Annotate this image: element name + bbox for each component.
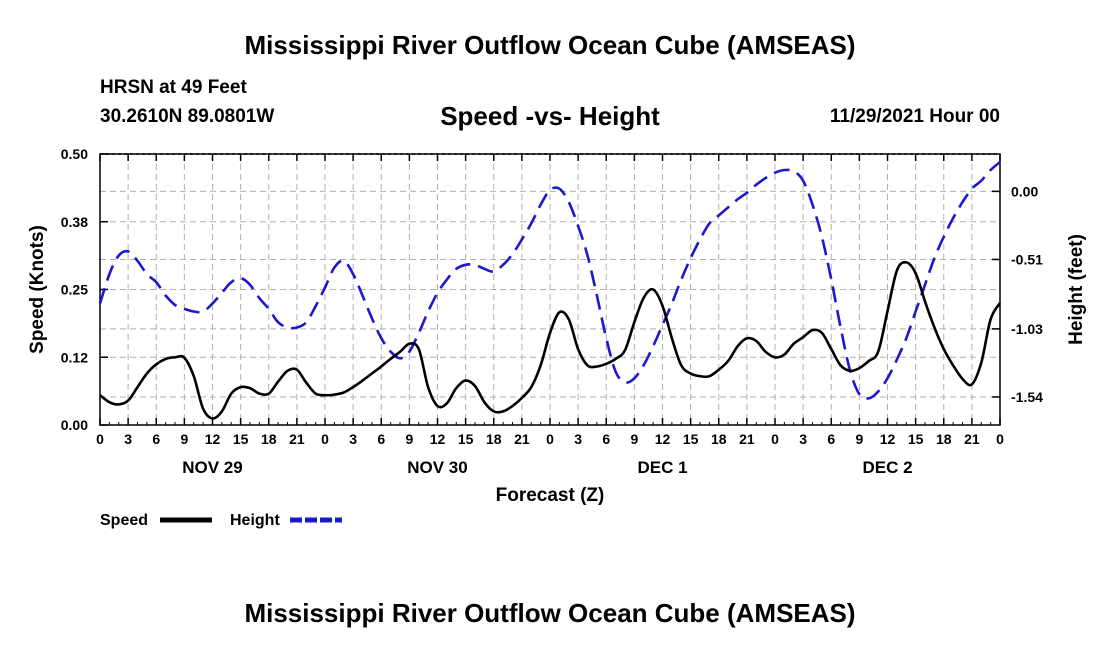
y-tick-label: 0.38 (61, 214, 88, 230)
x-tick-label: 18 (261, 431, 277, 447)
x-tick-label: 18 (486, 431, 502, 447)
x-day-label: DEC 1 (637, 458, 687, 477)
x-day-label: NOV 30 (407, 458, 467, 477)
station-label: HRSN at 49 Feet (100, 77, 247, 98)
x-tick-label: 6 (152, 431, 160, 447)
x-tick-label: 9 (405, 431, 413, 447)
x-tick-label: 21 (964, 431, 980, 447)
y-tick-label: 0.12 (61, 349, 88, 365)
x-tick-label: 3 (349, 431, 357, 447)
x-tick-label: 12 (205, 431, 221, 447)
x-tick-label: 15 (683, 431, 699, 447)
y-tick-label: 0.50 (61, 146, 88, 162)
x-day-label: NOV 29 (182, 458, 242, 477)
chart-main-title: Mississippi River Outflow Ocean Cube (AM… (244, 30, 856, 60)
y-right-tick-label: -0.51 (1011, 251, 1043, 267)
x-tick-label: 21 (289, 431, 305, 447)
x-tick-label: 0 (96, 431, 104, 447)
x-tick-label: 18 (711, 431, 727, 447)
y-axis-title: Speed (Knots) (27, 225, 48, 354)
y-right-tick-label: -1.03 (1011, 321, 1043, 337)
x-tick-label: 3 (574, 431, 582, 447)
x-tick-label: 9 (855, 431, 863, 447)
x-tick-label: 9 (180, 431, 188, 447)
x-day-label: DEC 2 (862, 458, 912, 477)
x-tick-label: 3 (124, 431, 132, 447)
x-tick-label: 0 (546, 431, 554, 447)
station-coordinates: 30.2610N 89.0801W (100, 106, 275, 127)
x-tick-label: 6 (827, 431, 835, 447)
x-tick-label: 6 (602, 431, 610, 447)
y-tick-label: 0.25 (61, 282, 88, 298)
x-tick-label: 21 (514, 431, 530, 447)
legend-label-height: Height (230, 512, 280, 529)
x-tick-label: 0 (321, 431, 329, 447)
x-tick-label: 15 (233, 431, 249, 447)
x-tick-label: 15 (458, 431, 474, 447)
y-tick-label: 0.00 (61, 417, 88, 433)
x-tick-label: 3 (799, 431, 807, 447)
y-right-tick-label: 0.00 (1011, 183, 1038, 199)
x-tick-label: 0 (996, 431, 1004, 447)
x-axis-title: Forecast (Z) (496, 485, 605, 506)
x-tick-label: 21 (739, 431, 755, 447)
footer-title: Mississippi River Outflow Ocean Cube (AM… (244, 598, 856, 628)
x-tick-label: 12 (655, 431, 671, 447)
series-line-speed (99, 260, 1002, 420)
chart-subtitle: Speed -vs- Height (440, 101, 660, 131)
x-tick-label: 9 (630, 431, 638, 447)
forecast-datetime: 11/29/2021 Hour 00 (829, 106, 1000, 127)
x-tick-label: 15 (908, 431, 924, 447)
x-tick-label: 18 (936, 431, 952, 447)
y-right-tick-label: -1.54 (1011, 389, 1043, 405)
y-right-axis-title: Height (feet) (1066, 234, 1087, 345)
x-tick-label: 0 (771, 431, 779, 447)
x-tick-label: 6 (377, 431, 385, 447)
legend-label-speed: Speed (100, 512, 148, 529)
x-tick-label: 12 (430, 431, 446, 447)
x-tick-label: 12 (880, 431, 896, 447)
